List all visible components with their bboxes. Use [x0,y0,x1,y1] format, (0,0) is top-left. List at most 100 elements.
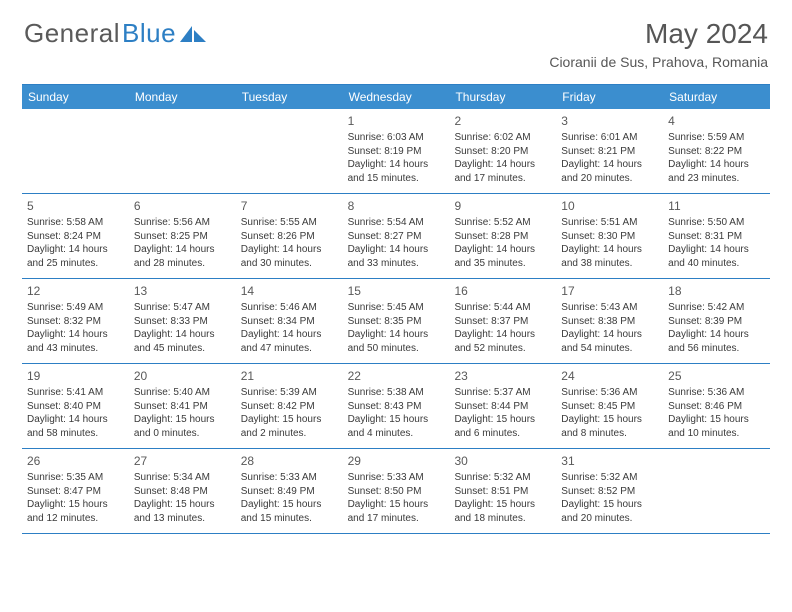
daylight-line: Daylight: 14 hours and 20 minutes. [561,158,658,185]
sunset-line: Sunset: 8:39 PM [668,315,765,329]
day-cell: 3Sunrise: 6:01 AMSunset: 8:21 PMDaylight… [556,109,663,193]
day-number: 5 [27,198,124,214]
sunrise-line: Sunrise: 5:33 AM [241,471,338,485]
weekday-header: Sunday [22,85,129,109]
day-cell: 11Sunrise: 5:50 AMSunset: 8:31 PMDayligh… [663,194,770,278]
day-cell: 6Sunrise: 5:56 AMSunset: 8:25 PMDaylight… [129,194,236,278]
daylight-line: Daylight: 15 hours and 2 minutes. [241,413,338,440]
daylight-line: Daylight: 14 hours and 50 minutes. [348,328,445,355]
sunset-line: Sunset: 8:48 PM [134,485,231,499]
day-cell: 30Sunrise: 5:32 AMSunset: 8:51 PMDayligh… [449,449,556,533]
day-cell: 23Sunrise: 5:37 AMSunset: 8:44 PMDayligh… [449,364,556,448]
day-number: 21 [241,368,338,384]
sunset-line: Sunset: 8:42 PM [241,400,338,414]
day-number: 8 [348,198,445,214]
sunset-line: Sunset: 8:22 PM [668,145,765,159]
daylight-line: Daylight: 14 hours and 17 minutes. [454,158,551,185]
daylight-line: Daylight: 14 hours and 15 minutes. [348,158,445,185]
sunset-line: Sunset: 8:19 PM [348,145,445,159]
sunrise-line: Sunrise: 5:40 AM [134,386,231,400]
week-row: 12Sunrise: 5:49 AMSunset: 8:32 PMDayligh… [22,279,770,364]
day-cell: 15 Sunrise: 5:45 AMSunset: 8:35 PMDayligh… [343,279,450,363]
day-cell [663,449,770,533]
location-subtitle: Cioranii de Sus, Prahova, Romania [549,54,768,70]
sunset-line: Sunset: 8:34 PM [241,315,338,329]
day-number: 11 [668,198,765,214]
day-number: 3 [561,113,658,129]
daylight-line: Daylight: 14 hours and 47 minutes. [241,328,338,355]
day-number: 28 [241,453,338,469]
day-cell: 26Sunrise: 5:35 AMSunset: 8:47 PMDayligh… [22,449,129,533]
sunset-line: Sunset: 8:32 PM [27,315,124,329]
weekday-header: Friday [556,85,663,109]
day-cell: 27Sunrise: 5:34 AMSunset: 8:48 PMDayligh… [129,449,236,533]
day-cell: 1Sunrise: 6:03 AMSunset: 8:19 PMDaylight… [343,109,450,193]
sunset-line: Sunset: 8:24 PM [27,230,124,244]
day-cell: 9Sunrise: 5:52 AMSunset: 8:28 PMDaylight… [449,194,556,278]
day-cell: 20 Sunrise: 5:40 AMSunset: 8:41 PMDayligh… [129,364,236,448]
day-number: 23 [454,368,551,384]
sunrise-line: Sunrise: 5:44 AM [454,301,551,315]
day-number: 25 [668,368,765,384]
day-number: 17 [561,283,658,299]
day-cell: 28Sunrise: 5:33 AMSunset: 8:49 PMDayligh… [236,449,343,533]
day-cell: 25Sunrise: 5:36 AMSunset: 8:46 PMDayligh… [663,364,770,448]
sunset-line: Sunset: 8:38 PM [561,315,658,329]
sunrise-line: Sunrise: 5:43 AM [561,301,658,315]
sunrise-line: Sunrise: 5:32 AM [561,471,658,485]
week-row: 19Sunrise: 5:41 AMSunset: 8:40 PMDayligh… [22,364,770,449]
day-number: 9 [454,198,551,214]
sunrise-line: Sunrise: 5:45 AM [348,301,445,315]
day-number: 20 [134,368,231,384]
day-number: 1 [348,113,445,129]
day-cell: 16Sunrise: 5:44 AMSunset: 8:37 PMDayligh… [449,279,556,363]
daylight-line: Daylight: 15 hours and 20 minutes. [561,498,658,525]
sunset-line: Sunset: 8:26 PM [241,230,338,244]
daylight-line: Daylight: 14 hours and 25 minutes. [27,243,124,270]
sunrise-line: Sunrise: 5:42 AM [668,301,765,315]
sunset-line: Sunset: 8:41 PM [134,400,231,414]
sunset-line: Sunset: 8:47 PM [27,485,124,499]
sunset-line: Sunset: 8:37 PM [454,315,551,329]
sunset-line: Sunset: 8:51 PM [454,485,551,499]
daylight-line: Daylight: 14 hours and 38 minutes. [561,243,658,270]
day-cell: 14Sunrise: 5:46 AMSunset: 8:34 PMDayligh… [236,279,343,363]
sunset-line: Sunset: 8:43 PM [348,400,445,414]
day-cell: 21Sunrise: 5:39 AMSunset: 8:42 PMDayligh… [236,364,343,448]
daylight-line: Daylight: 14 hours and 40 minutes. [668,243,765,270]
daylight-line: Daylight: 14 hours and 43 minutes. [27,328,124,355]
logo-text-blue: Blue [122,18,176,49]
day-number: 24 [561,368,658,384]
sunrise-line: Sunrise: 5:36 AM [668,386,765,400]
sunset-line: Sunset: 8:35 PM [348,315,445,329]
calendar-body: 1Sunrise: 6:03 AMSunset: 8:19 PMDaylight… [22,109,770,534]
day-number: 27 [134,453,231,469]
sunrise-line: Sunrise: 5:47 AM [134,301,231,315]
daylight-line: Daylight: 15 hours and 13 minutes. [134,498,231,525]
day-number: 29 [348,453,445,469]
sunrise-line: Sunrise: 5:52 AM [454,216,551,230]
daylight-line: Daylight: 15 hours and 17 minutes. [348,498,445,525]
day-cell: 8Sunrise: 5:54 AMSunset: 8:27 PMDaylight… [343,194,450,278]
page-header: GeneralBlue May 2024 Cioranii de Sus, Pr… [0,0,792,76]
day-cell: 5 Sunrise: 5:58 AMSunset: 8:24 PMDaylight… [22,194,129,278]
sunrise-line: Sunrise: 5:41 AM [27,386,124,400]
day-number: 15 [348,283,445,299]
day-number: 2 [454,113,551,129]
sunrise-line: Sunrise: 5:37 AM [454,386,551,400]
day-number: 7 [241,198,338,214]
daylight-line: Daylight: 15 hours and 0 minutes. [134,413,231,440]
day-number: 19 [27,368,124,384]
sunrise-line: Sunrise: 5:54 AM [348,216,445,230]
daylight-line: Daylight: 15 hours and 8 minutes. [561,413,658,440]
sunrise-line: Sunrise: 5:58 AM [27,216,124,230]
sunset-line: Sunset: 8:33 PM [134,315,231,329]
sunrise-line: Sunrise: 5:35 AM [27,471,124,485]
sunset-line: Sunset: 8:20 PM [454,145,551,159]
day-cell: 19Sunrise: 5:41 AMSunset: 8:40 PMDayligh… [22,364,129,448]
sunrise-line: Sunrise: 5:32 AM [454,471,551,485]
week-row: 5Sunrise: 5:58 AMSunset: 8:24 PMDaylight… [22,194,770,279]
sunset-line: Sunset: 8:49 PM [241,485,338,499]
day-number: 31 [561,453,658,469]
day-number: 14 [241,283,338,299]
